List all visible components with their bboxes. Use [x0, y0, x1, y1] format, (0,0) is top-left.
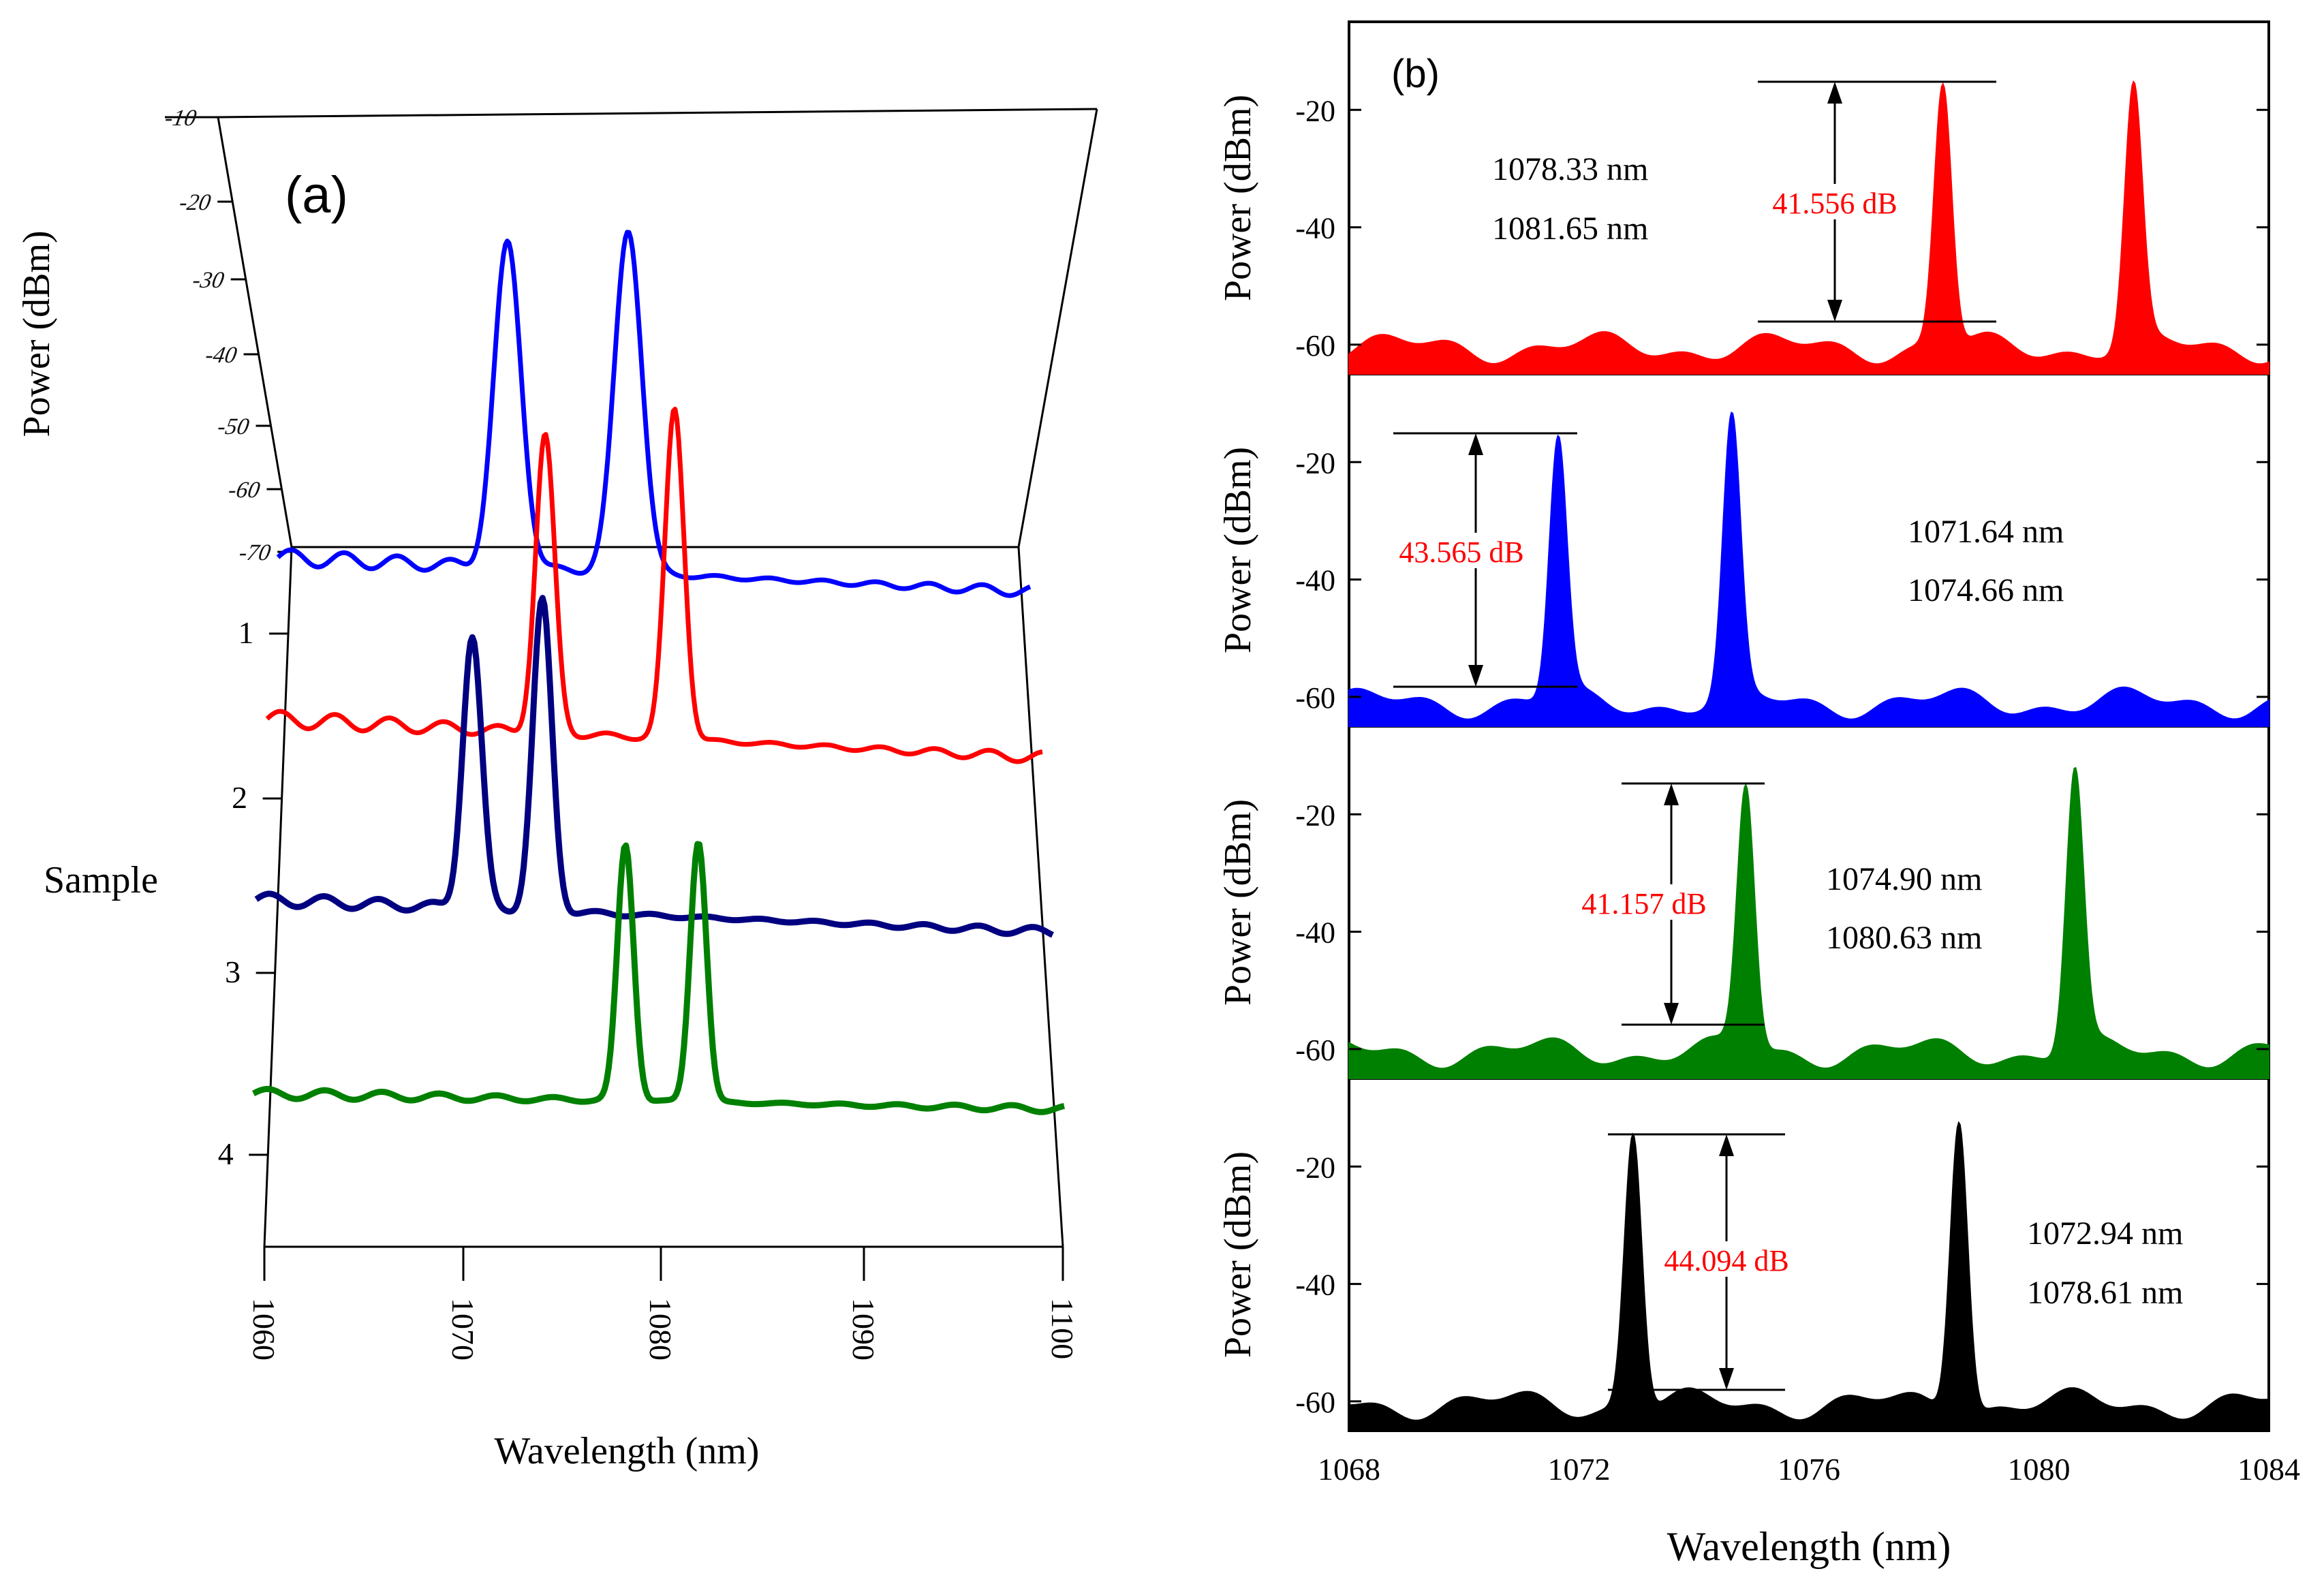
y-tick-label: -60: [1295, 681, 1335, 715]
wavelength-label: 1074.66 nm: [1908, 572, 2064, 608]
sample-tick-label: 4: [218, 1136, 234, 1171]
panel-a-3d-spectra: -10 -20 -30 -40 -50 -60 -70 Power (dBm) 1 2 3 4 Samp…: [16, 105, 1098, 1472]
extinction-arrowhead-down: [1827, 300, 1842, 322]
power-tick-label: -30: [191, 267, 226, 293]
wavelength-tick-label: 1080: [643, 1298, 678, 1361]
y-tick-label: -60: [1295, 1386, 1335, 1419]
frame-line: [1017, 108, 1098, 548]
wavelength-label: 1080.63 nm: [1826, 920, 1982, 956]
sample-4-trace: [251, 841, 1066, 1115]
wavelength-label: 1074.90 nm: [1826, 861, 1982, 897]
y-axis-title: Power (dBm): [1217, 1151, 1259, 1358]
extinction-label-bg: [1386, 533, 1536, 568]
power-tick-label: -20: [177, 189, 213, 215]
x-tick-label: 1068: [1318, 1452, 1380, 1487]
wavelength-tick-label: 1100: [1045, 1298, 1080, 1359]
wavelength-tick-label: 1090: [846, 1298, 881, 1361]
extinction-label: 43.565 dB: [1399, 535, 1523, 569]
extinction-label-bg: [1569, 884, 1719, 920]
sample-tick-label: 2: [232, 780, 247, 815]
x-tick-label: 1076: [1778, 1452, 1840, 1487]
y-axis-title: Power (dBm): [1217, 799, 1259, 1006]
x-tick-label: 1084: [2237, 1452, 2300, 1487]
frame-line: [217, 117, 293, 548]
y-tick-label: -60: [1295, 1034, 1335, 1067]
y-tick-label: -40: [1295, 564, 1335, 597]
sample-tick-label: 3: [225, 954, 241, 989]
y-tick-label: -60: [1295, 329, 1335, 362]
y-tick-label: -20: [1295, 446, 1335, 480]
sample-3-trace: [254, 595, 1054, 938]
wavelength-axis-title: Wavelength (nm): [495, 1430, 760, 1472]
sample-1-trace: [276, 230, 1032, 598]
sample-tick-label: 1: [238, 615, 254, 650]
y-tick-label: -20: [1295, 798, 1335, 832]
y-tick-label: -40: [1295, 1269, 1335, 1302]
y-axis-title: Power (dBm): [1217, 95, 1259, 301]
y-tick-label: -40: [1295, 212, 1335, 245]
wavelength-tick-label: 1060: [247, 1298, 281, 1361]
panel-label: (b): [1391, 52, 1440, 96]
extinction-label-bg: [1760, 184, 1910, 219]
extinction-arrowhead-down: [1664, 1003, 1679, 1025]
extinction-label: 41.157 dB: [1581, 887, 1706, 920]
x-tick-label: 1080: [2008, 1452, 2071, 1487]
wavelength-label: 1078.33 nm: [1492, 151, 1648, 187]
panel-b-stacked-spectra: -20 -40 -60 Power (dBm) 1078.33 nm 1081.65 nm…: [1217, 20, 2300, 1569]
extinction-arrowhead-up: [1719, 1134, 1734, 1156]
x-tick-label: 1072: [1548, 1452, 1611, 1487]
frame-line: [217, 108, 1098, 119]
y-tick-label: -40: [1295, 916, 1335, 950]
extinction-label: 44.094 dB: [1664, 1244, 1788, 1277]
panel-label: (a): [285, 166, 348, 224]
power-tick-label: -10: [163, 105, 198, 131]
frame-line: [1017, 546, 1064, 1247]
y-axis-title: Power (dBm): [1217, 447, 1259, 653]
spectrum-green: [1348, 766, 2269, 1079]
x-axis-title: Wavelength (nm): [1667, 1524, 1951, 1569]
wavelength-label: 1081.65 nm: [1492, 211, 1648, 247]
power-tick-label: -60: [226, 477, 262, 503]
extinction-label: 41.556 dB: [1772, 187, 1897, 220]
wavelength-label: 1072.94 nm: [2027, 1215, 2183, 1252]
extinction-arrowhead-down: [1468, 665, 1483, 687]
y-tick-label: -20: [1295, 94, 1335, 127]
sample-2-trace: [265, 407, 1043, 764]
extinction-arrowhead-up: [1664, 783, 1679, 805]
wavelength-tick-label: 1070: [446, 1298, 480, 1361]
power-tick-label: -50: [216, 414, 251, 439]
spectrum-black: [1348, 1121, 2269, 1431]
y-tick-label: -20: [1295, 1151, 1335, 1184]
power-axis-title: Power (dBm): [16, 230, 58, 437]
spectrum-red: [1348, 80, 2269, 375]
power-tick-label: -40: [204, 342, 239, 368]
power-tick-label: -70: [237, 540, 273, 565]
wavelength-label: 1078.61 nm: [2027, 1275, 2183, 1311]
spectrum-blue: [1348, 411, 2269, 727]
extinction-arrowhead-down: [1719, 1368, 1734, 1390]
extinction-arrowhead-up: [1468, 433, 1483, 455]
extinction-label-bg: [1652, 1241, 1801, 1277]
wavelength-label: 1071.64 nm: [1908, 514, 2064, 550]
sample-axis-title: Sample: [44, 859, 158, 901]
extinction-arrowhead-up: [1827, 82, 1842, 104]
